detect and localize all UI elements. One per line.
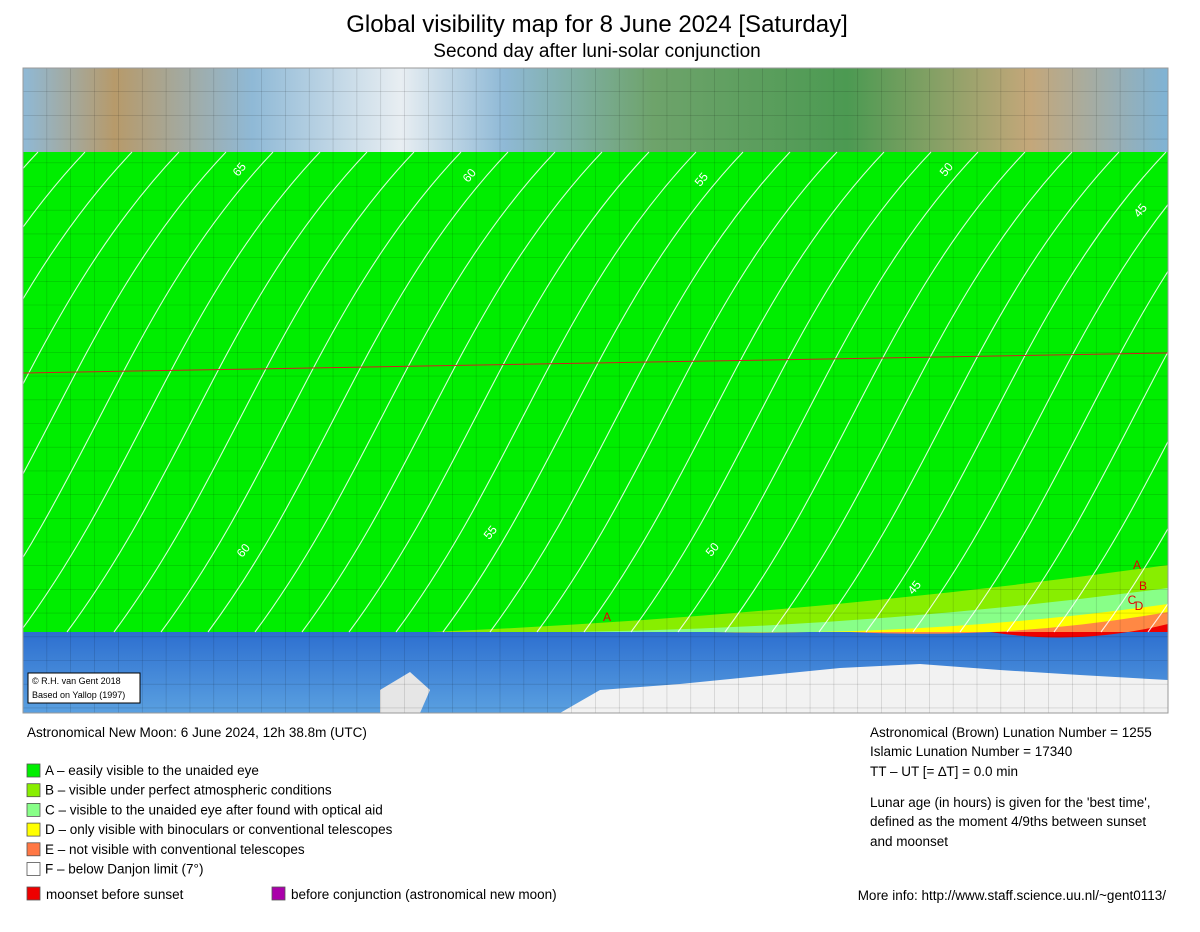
credit: © R.H. van Gent 2018: [32, 676, 121, 686]
contour-line: [395, 151, 697, 633]
map-frame: [22, 67, 1169, 714]
info-line: TT – UT [= ∆T] = 0.0 min: [870, 764, 1018, 779]
contour-line: [630, 151, 932, 633]
contour-line: [160, 151, 462, 633]
antarctic-peninsula: [380, 672, 430, 713]
visibility-zone: [850, 612, 1168, 634]
terrain-north: [23, 68, 1168, 153]
contour-line: [489, 151, 791, 633]
contour-line: [771, 151, 1073, 633]
new-moon: Astronomical New Moon: 6 June 2024, 12h …: [27, 725, 367, 740]
zone-label: D: [1135, 599, 1144, 613]
zone-label: B: [1139, 579, 1147, 593]
ecliptic-line: [22, 352, 1169, 374]
contour-line: [19, 151, 321, 633]
contour-line: [0, 151, 180, 430]
zone-label: A: [1133, 558, 1141, 572]
legend-swatch: [26, 862, 41, 876]
legend-label: B – visible under perfect atmospheric co…: [45, 783, 332, 798]
legend-swatch: [26, 822, 41, 837]
legend-label: before conjunction (astronomical new moo…: [291, 887, 557, 902]
contour-line: [0, 151, 227, 518]
legend-label: C – visible to the unaided eye after fou…: [45, 802, 383, 817]
contour-line: [1006, 294, 1200, 633]
visibility-zone: [710, 604, 1168, 633]
legend: A – easily visible to the unaided eye B –…: [26, 763, 557, 902]
legend-label: A – easily visible to the unaided eye: [45, 763, 259, 778]
legend-swatch: [26, 763, 41, 778]
contour-line: [818, 151, 1120, 633]
contour-line: [677, 151, 979, 633]
info-line: Astronomical (Brown) Lunation Number = 1…: [870, 725, 1152, 740]
note-line: defined as the moment 4/9ths between sun…: [870, 814, 1146, 829]
subtitle: Second day after luni-solar conjunction: [433, 41, 760, 62]
legend-swatch: [26, 842, 41, 857]
legend-label: F – below Danjon limit (7°): [45, 862, 203, 877]
antarctica: [560, 664, 1168, 713]
note-line: and moonset: [870, 834, 948, 849]
contour-line: [207, 151, 509, 633]
zones: [430, 565, 1168, 638]
contour-line: [1100, 469, 1200, 633]
contour-line: [1147, 552, 1200, 633]
contour-line: [442, 151, 744, 633]
credit: Based on Yallop (1997): [32, 690, 125, 700]
contour-line: [0, 151, 133, 341]
contour-line: [959, 223, 1200, 633]
legend-swatch: [26, 886, 41, 901]
credits-box: [27, 672, 141, 704]
contour-line: [301, 151, 603, 633]
info-line: Islamic Lunation Number = 17340: [870, 744, 1072, 759]
legend-label: E – not visible with conventional telesc…: [45, 842, 305, 857]
visibility-zone: [990, 624, 1168, 638]
note-line: Lunar age (in hours) is given for the 'b…: [870, 795, 1151, 810]
zone-label: C: [1128, 593, 1137, 607]
contour-line: [348, 151, 650, 633]
title: Global visibility map for 8 June 2024 [S…: [346, 11, 848, 38]
contour-line: [912, 165, 1200, 633]
contour-line: [0, 151, 86, 262]
legend-swatch: [26, 803, 41, 817]
contour-line: [1053, 378, 1200, 633]
legend-swatch: [271, 886, 286, 901]
visibility-zone: [570, 588, 1168, 632]
contour-line: [0, 151, 274, 595]
contour-line: [113, 151, 415, 633]
contour-line: [254, 151, 556, 633]
contour-line: [536, 151, 838, 633]
contour-line: [66, 151, 368, 633]
contour-line: [724, 151, 1026, 633]
zone-label: A: [603, 610, 611, 624]
footer: More info: http://www.staff.science.uu.n…: [858, 888, 1167, 903]
legend-label: moonset before sunset: [46, 887, 184, 902]
contour-line: [583, 151, 885, 633]
legend-swatch: [26, 783, 41, 798]
contour-line: [865, 151, 1167, 633]
legend-label: D – only visible with binoculars or conv…: [45, 822, 393, 837]
